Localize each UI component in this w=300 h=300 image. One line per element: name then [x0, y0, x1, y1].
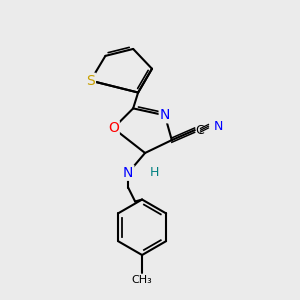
Text: O: O: [108, 121, 119, 135]
Text: H: H: [150, 166, 159, 179]
Text: N: N: [123, 166, 134, 180]
Text: C: C: [196, 124, 204, 137]
Text: CH₃: CH₃: [132, 275, 152, 285]
Text: S: S: [86, 74, 95, 88]
Text: N: N: [213, 120, 223, 133]
Text: N: N: [160, 108, 170, 122]
